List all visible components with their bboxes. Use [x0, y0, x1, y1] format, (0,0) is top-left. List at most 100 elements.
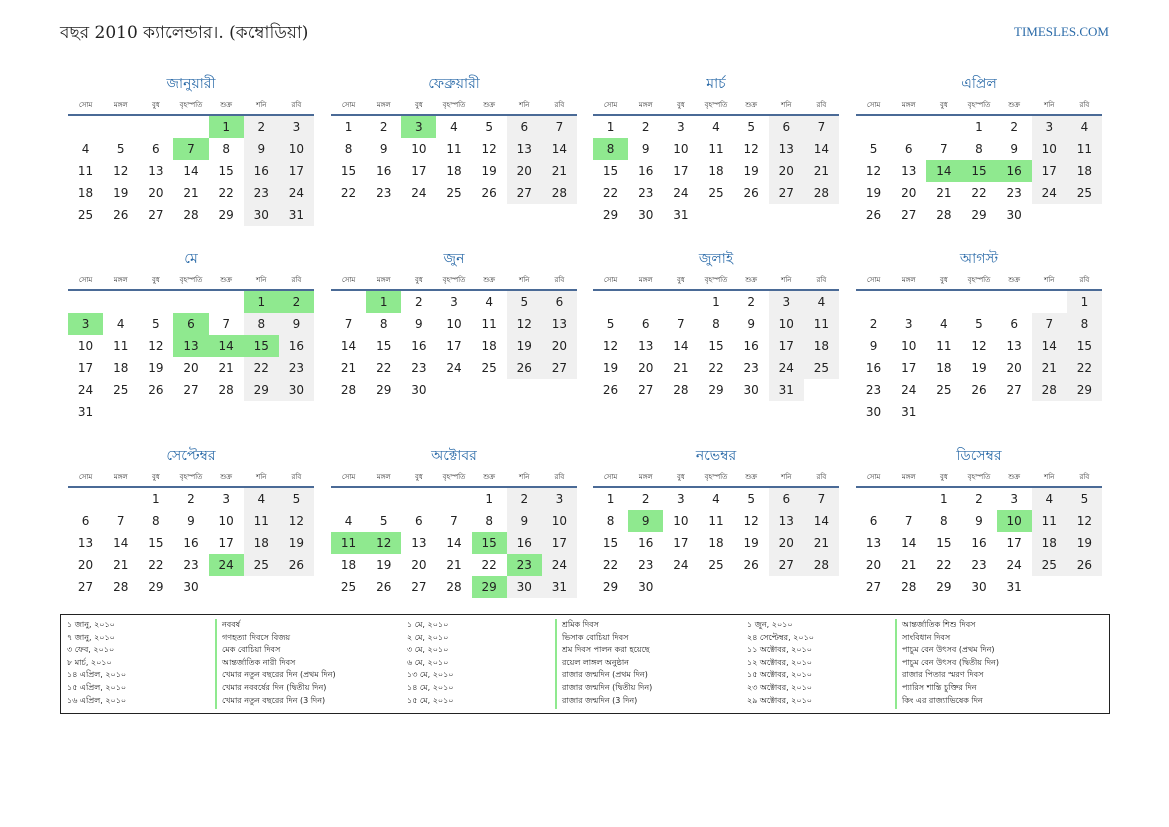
day-cell: 10: [411, 142, 427, 156]
day-cell: 21: [673, 361, 689, 375]
day-cell: 3: [768, 291, 804, 313]
day-cell: 30: [243, 204, 279, 226]
weekday-header: সোম মঙ্গল বুধ বৃহস্পতি শুক্র শনি রবি: [68, 96, 314, 114]
day-cell: 23: [411, 361, 427, 375]
page-title: বছর 2010 ক্যালেন্ডার।. (কম্বোডিয়া): [60, 23, 309, 43]
day-cell: 17: [673, 536, 689, 550]
weekday-label: মঙ্গল: [376, 276, 391, 284]
empty-cell: [173, 116, 208, 138]
holiday-date: ১ জুন, ২০১০: [747, 620, 793, 629]
site-link[interactable]: TIMESLES.COM: [1014, 24, 1109, 39]
empty-cell: [856, 116, 891, 138]
day-cell: 31: [901, 405, 917, 419]
day-cell: 24: [901, 383, 917, 397]
weekday-header: সোম মঙ্গল বুধ বৃহস্পতি শুক্র শনি রবি: [331, 96, 577, 114]
weekday-label: বুধ: [414, 101, 423, 109]
day-cell: 2: [975, 492, 983, 506]
day-cell: 4: [450, 120, 458, 134]
empty-cell: [891, 488, 926, 510]
day-cell: 26: [506, 357, 542, 379]
day-grid: 1 2 3 4 5 6 7 8 9 10 11 12 13 14 15 16 17 18 19 20 21 22 23 24 2…: [593, 291, 839, 401]
holiday-name: খেমার নতুন বছরের দিন (3 দিন): [222, 695, 326, 705]
weekday-label: শনি: [256, 101, 267, 109]
day-cell: 11: [243, 510, 279, 532]
day-cell: 9: [415, 317, 423, 331]
day-cell: 11: [803, 313, 839, 335]
holiday-day-cell: 6: [173, 313, 209, 335]
day-cell: 2: [415, 295, 423, 309]
weekday-label: শুক্র: [745, 276, 758, 284]
weekday-label: মঙ্গল: [638, 473, 653, 481]
day-cell: 30: [638, 580, 654, 594]
day-cell: 20: [506, 160, 542, 182]
day-cell: 24: [446, 361, 462, 375]
weekday-label: বৃহস্পতি: [967, 101, 991, 109]
day-cell: 23: [1006, 186, 1022, 200]
day-cell: 31: [673, 208, 689, 222]
day-cell: 13: [541, 313, 577, 335]
holiday-date: ১৫ মে, ২০১০: [407, 695, 454, 705]
day-cell: 12: [602, 339, 619, 353]
empty-cell: [138, 291, 173, 313]
day-cell: 14: [113, 536, 129, 550]
holiday-day-cell: 1: [208, 116, 244, 138]
day-cell: 13: [768, 510, 804, 532]
weekday-label: মঙ্গল: [376, 101, 391, 109]
day-cell: 1: [344, 120, 353, 134]
holiday-name: ভিসাক বোচিয়া দিবস: [562, 632, 629, 642]
day-cell: 7: [541, 116, 577, 138]
day-cell: 17: [411, 164, 427, 178]
weekday-label: মঙ্গল: [113, 276, 128, 284]
day-cell: 27: [865, 580, 882, 594]
weekday-header: সোম মঙ্গল বুধ বৃহস্পতি শুক্র শনি রবি: [331, 468, 577, 486]
weekday-label: বৃহস্পতি: [967, 473, 991, 481]
day-cell: 16: [743, 339, 759, 353]
day-cell: 29: [218, 208, 234, 222]
day-cell: 4: [1031, 488, 1067, 510]
holiday-name: আন্তর্জাতিক শিশু দিবস: [902, 620, 976, 629]
weekday-label: বৃহস্পতি: [704, 473, 728, 481]
day-cell: 18: [243, 532, 279, 554]
day-cell: 27: [148, 208, 164, 222]
day-cell: 7: [940, 142, 948, 156]
month-block: সেপ্টেম্বর সোম মঙ্গল বুধ বৃহস্পতি শুক্র শনি রবি…: [68, 446, 314, 598]
day-cell: 31: [541, 576, 577, 598]
day-cell: 24: [673, 558, 689, 572]
month-block: জুন সোম মঙ্গল বুধ বৃহস্পতি শুক্র শনি রবি 1 2 3 4 5 6 7…: [331, 249, 577, 401]
month-name: অক্টোবর: [431, 448, 477, 464]
holiday-day-cell: 16: [996, 160, 1032, 182]
day-cell: 15: [1066, 335, 1102, 357]
day-grid: 1 2 3 4 5 6 7 8 9 10 11 12 13 14 15 16 17 18 19 20 21 22 23 24 2…: [856, 488, 1102, 598]
day-cell: 18: [803, 335, 839, 357]
day-cell: 4: [1066, 116, 1102, 138]
day-cell: 28: [113, 580, 129, 594]
month-block: আগস্ট সোম মঙ্গল বুধ বৃহস্পতি শুক্র শনি রবি 1 2 3 4 5…: [856, 249, 1102, 423]
day-cell: 5: [485, 120, 493, 134]
day-cell: 11: [113, 339, 129, 353]
day-cell: 9: [506, 510, 542, 532]
holiday-day-cell: 14: [926, 160, 962, 182]
day-grid: 1 2 3 4 5 6 7 8 9 10 11 12 13 14 15 16 17 18 19 20 21 22 23 24 2…: [331, 488, 577, 598]
day-cell: 15: [602, 536, 619, 550]
holiday-day-cell: 14: [208, 335, 244, 357]
day-cell: 17: [541, 532, 577, 554]
weekday-label: সোম: [603, 473, 618, 481]
month-block: ফেব্রুয়ারী সোম মঙ্গল বুধ বৃহস্পতি শুক্র শনি রব…: [331, 74, 577, 204]
holiday-date: ২ মে, ২০১০: [407, 632, 449, 642]
day-cell: 4: [485, 295, 493, 309]
day-cell: 16: [278, 335, 314, 357]
day-cell: 5: [379, 514, 388, 528]
day-cell: 20: [638, 361, 654, 375]
day-cell: 13: [148, 164, 164, 178]
day-cell: 9: [187, 514, 195, 528]
day-cell: 28: [340, 383, 357, 397]
day-cell: 14: [673, 339, 689, 353]
day-cell: 25: [113, 383, 129, 397]
holiday-date: ১৬ এপ্রিল, ২০১০: [67, 695, 127, 705]
day-cell: 6: [768, 488, 804, 510]
weekday-label: বৃহস্পতি: [442, 101, 466, 109]
weekday-label: বুধ: [939, 276, 948, 284]
day-cell: 20: [865, 558, 882, 572]
holiday-date: ১৪ এপ্রিল, ২০১০: [67, 670, 127, 680]
day-cell: 9: [641, 142, 650, 156]
